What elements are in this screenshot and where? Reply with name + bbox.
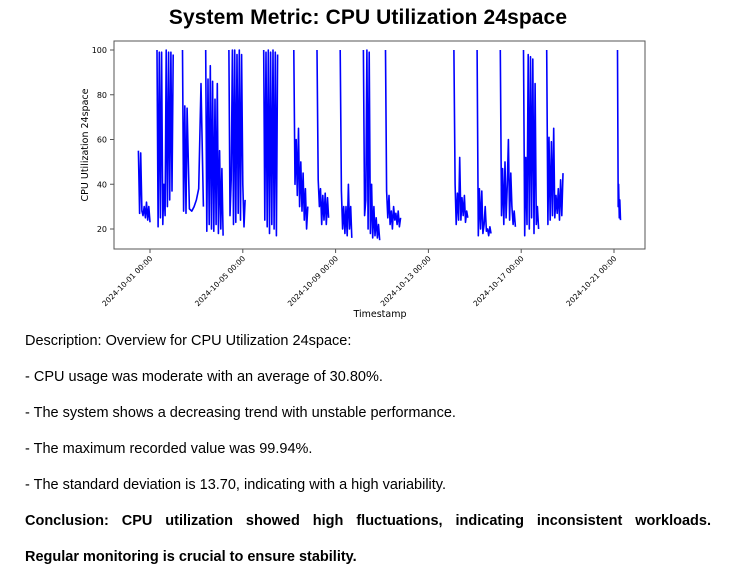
data-segment <box>339 49 353 238</box>
data-segment <box>545 49 564 226</box>
page-title: System Metric: CPU Utilization 24space <box>168 6 568 29</box>
conclusion-line-1: Conclusion: CPU utilization showed high … <box>25 513 711 529</box>
description-bullet-trend: - The system shows a decreasing trend wi… <box>25 405 456 421</box>
y-axis-ticks: 20 40 60 80 100 <box>92 46 114 234</box>
data-segment <box>156 49 174 228</box>
data-segment <box>137 150 151 223</box>
description-heading: Description: Overview for CPU Utilizatio… <box>25 333 352 349</box>
data-series-line <box>137 49 622 241</box>
data-segment <box>293 49 309 230</box>
data-segment <box>384 49 402 230</box>
description-bullet-stddev: - The standard deviation is 13.70, indic… <box>25 477 447 493</box>
data-segment <box>181 49 205 215</box>
y-tick-label: 40 <box>97 180 107 189</box>
x-axis-ticks: 2024-10-01 00:00 2024-10-05 00:00 2024-10-… <box>100 249 619 308</box>
data-segment <box>476 49 492 237</box>
data-segment <box>228 49 246 228</box>
x-tick-label: 2024-10-01 00:00 <box>100 254 154 308</box>
data-segment <box>453 49 469 226</box>
x-tick-label: 2024-10-13 00:00 <box>379 254 433 308</box>
x-tick-label: 2024-10-21 00:00 <box>564 254 618 308</box>
y-axis-label: CPU Utilization 24space <box>80 88 91 201</box>
data-segment <box>316 49 330 226</box>
data-segment <box>522 49 540 237</box>
y-tick-label: 80 <box>97 91 107 100</box>
y-tick-label: 20 <box>97 225 107 234</box>
description-bullet-max: - The maximum recorded value was 99.94%. <box>25 441 313 457</box>
data-segment <box>499 49 517 227</box>
plot-frame <box>113 40 646 250</box>
data-segment <box>362 49 381 241</box>
data-segment <box>204 49 224 236</box>
y-tick-label: 100 <box>92 46 107 55</box>
cpu-utilization-chart: 20 40 60 80 100 2024-10-01 00:00 2024-10-05 0… <box>80 40 646 320</box>
x-tick-label: 2024-10-09 00:00 <box>286 254 340 308</box>
description-bullet-average: - CPU usage was moderate with an average… <box>25 369 383 385</box>
conclusion-line-2: Regular monitoring is crucial to ensure … <box>25 549 357 565</box>
x-axis-label: Timestamp <box>352 309 406 320</box>
y-tick-label: 60 <box>97 136 107 145</box>
x-tick-label: 2024-10-17 00:00 <box>471 254 525 308</box>
x-tick-label: 2024-10-05 00:00 <box>193 254 247 308</box>
data-segment <box>616 49 622 221</box>
data-segment <box>262 49 279 237</box>
